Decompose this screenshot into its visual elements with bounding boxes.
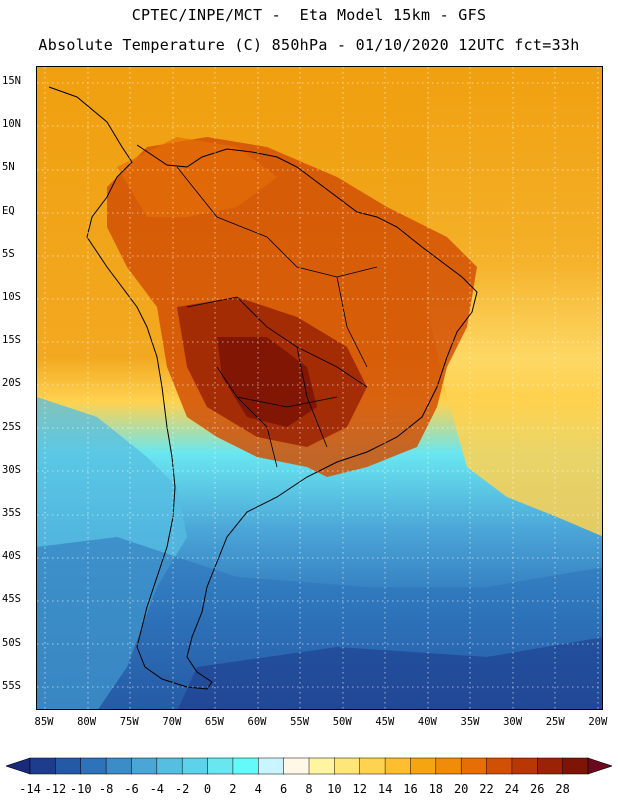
chart-title-line-2: Absolute Temperature (C) 850hPa - 01/10/… (38, 36, 580, 54)
colorbar-tick-label: 18 (428, 782, 444, 796)
temperature-map (36, 66, 603, 710)
colorbar-swatch (55, 757, 82, 775)
colorbar-tick-label: 28 (555, 782, 570, 796)
colorbar-swatch (384, 757, 412, 775)
colorbar-swatch (80, 757, 107, 775)
longitude-tick-label: 40W (417, 716, 437, 728)
coastline (48, 86, 478, 690)
colorbar-swatch (207, 757, 234, 775)
latitude-tick-label: 5S (2, 247, 15, 260)
colorbar-swatch (308, 757, 336, 775)
northern-warm-band (117, 137, 277, 217)
longitude-tick-label: 30W (503, 716, 523, 728)
latitude-tick-label: 40S (2, 550, 21, 563)
colorbar-swatch (258, 757, 285, 775)
southern-ocean-coldest-zone (177, 637, 602, 709)
latitude-tick-label: 10S (2, 291, 21, 303)
latitude-tick-label: 15N (2, 75, 21, 87)
colorbar-tick-label: 22 (479, 782, 494, 796)
colorbar-tick-label: -8 (98, 782, 114, 796)
country-borders (176, 166, 378, 468)
colorbar-swatch (232, 757, 260, 775)
colorbar-tick-label: 0 (203, 782, 212, 796)
continent-hottest-core (217, 337, 317, 427)
colorbar-tick-label: 12 (352, 782, 367, 796)
latitude-tick-label: 20S (2, 377, 21, 390)
colorbar-tick-label: -10 (69, 782, 92, 796)
longitude-tick-label: 75W (119, 716, 139, 728)
longitude-tick-label: 60W (247, 716, 267, 728)
colorbar-swatch (435, 757, 462, 775)
colorbar-tick-label: 8 (305, 782, 313, 796)
colorbar-tick-label: 26 (530, 782, 545, 796)
colorbar-swatch (410, 757, 437, 775)
colorbar-under-arrow (5, 757, 31, 775)
latitude-tick-label: 5N (2, 161, 15, 174)
colorbar-swatch (131, 757, 158, 775)
latitude-tick-label: 45S (2, 593, 21, 606)
longitude-tick-label: 45W (375, 716, 395, 728)
colorbar-swatch (460, 757, 488, 775)
colorbar-swatch (334, 757, 361, 775)
longitude-tick-label: 25W (545, 716, 565, 728)
colorbar-swatch (29, 757, 57, 775)
colorbar-swatch (537, 757, 564, 775)
longitude-tick-label: 70W (162, 716, 182, 728)
colorbar-tick-label: 14 (377, 782, 393, 796)
colorbar-swatch (562, 757, 589, 775)
longitude-tick-label: 55W (290, 716, 310, 728)
longitude-tick-label: 20W (588, 716, 608, 728)
colorbar-tick-label: 2 (229, 782, 237, 796)
latitude-tick-label: 55S (2, 679, 21, 692)
colorbar-swatch (359, 757, 386, 775)
colorbar-swatch (486, 757, 513, 775)
longitude-tick-label: 50W (332, 716, 352, 728)
colorbar-tick-label: -2 (174, 782, 190, 796)
longitude-tick-label: 85W (34, 716, 54, 728)
latitude-tick-label: 25S (2, 420, 21, 433)
colorbar-tick-label: -6 (124, 782, 139, 796)
colorbar-tick-label: 4 (254, 782, 262, 796)
latitude-tick-label: 50S (2, 636, 21, 649)
longitude-tick-label: 65W (204, 716, 224, 728)
colorbar-over-arrow (587, 757, 613, 775)
temperature-colorbar (5, 754, 613, 778)
colorbar-tick-label: -14 (19, 782, 41, 796)
latitude-tick-label: 35S (2, 507, 21, 519)
colorbar-tick-label: 6 (280, 782, 288, 796)
colorbar-tick-label: 16 (403, 782, 418, 796)
colorbar-tick-label: -12 (44, 782, 67, 796)
east-atlantic-warm-zone (427, 67, 602, 537)
colorbar-tick-label: 10 (327, 782, 342, 796)
colorbar-tick-label: -4 (149, 782, 165, 796)
colorbar-tick-label: 24 (504, 782, 520, 796)
chart-title-line-1: CPTEC/INPE/MCT - Eta Model 15km - GFS (131, 6, 487, 24)
latitude-tick-label: 10N (2, 118, 21, 131)
colorbar-swatch (105, 757, 133, 775)
colorbar-tick-label: 20 (453, 782, 469, 796)
colorbar-swatch (156, 757, 183, 775)
latitude-tick-label: 30S (2, 463, 21, 476)
longitude-tick-label: 35W (460, 716, 480, 728)
colorbar-swatch (283, 757, 310, 775)
colorbar-swatch (511, 757, 539, 775)
colorbar-swatch (181, 757, 209, 775)
latitude-tick-label: 15S (2, 334, 21, 347)
longitude-tick-label: 80W (77, 716, 97, 728)
latitude-tick-label: EQ (2, 204, 15, 217)
